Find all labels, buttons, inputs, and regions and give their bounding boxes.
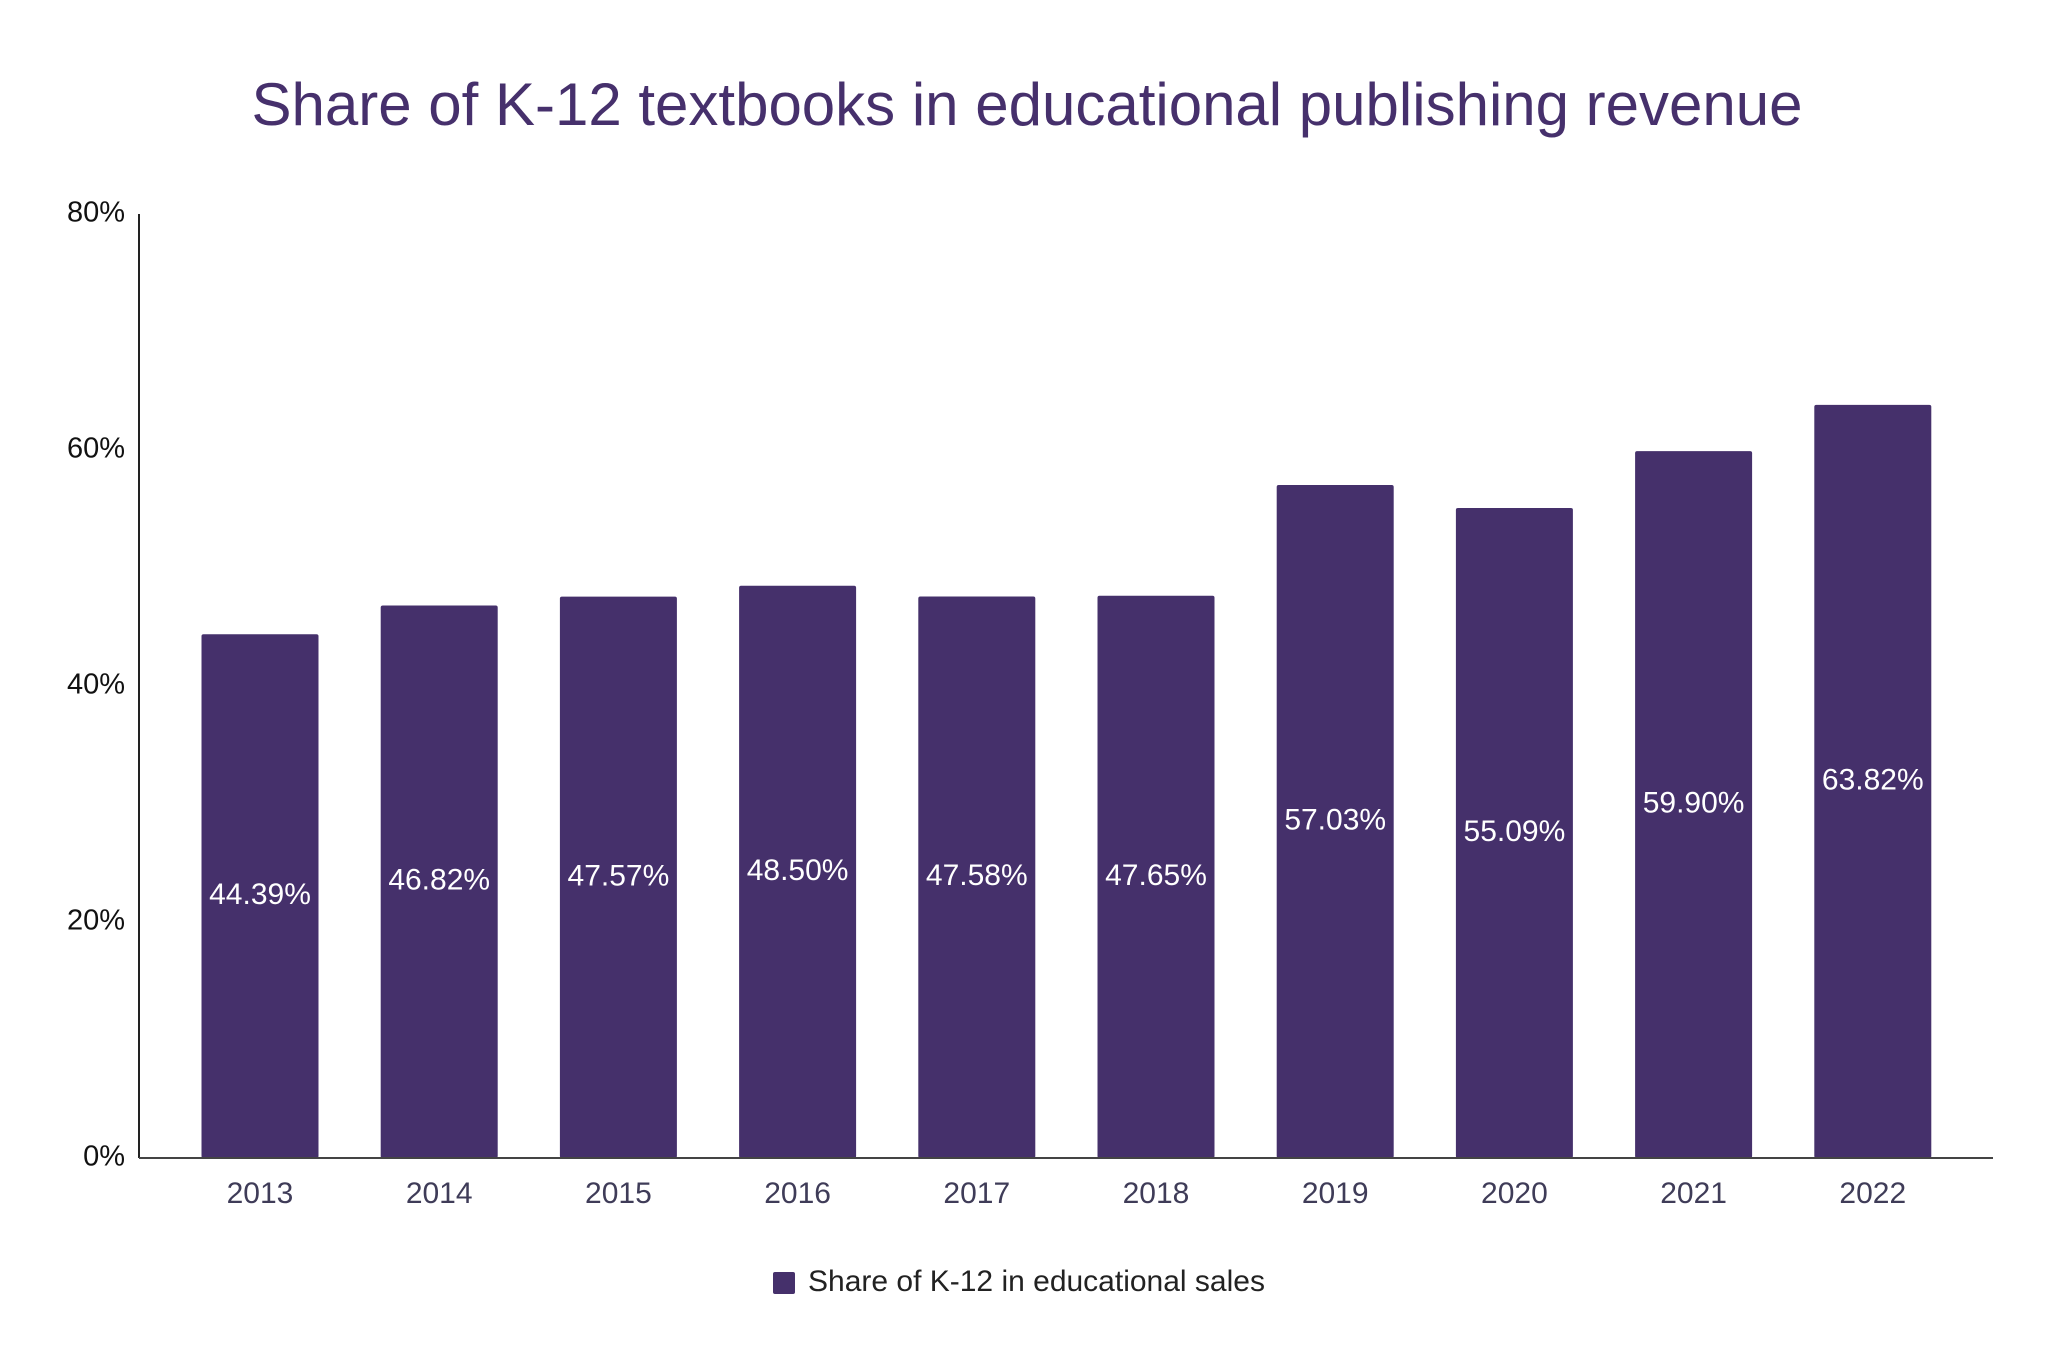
bar xyxy=(1814,404,1932,1158)
data-label: 46.82% xyxy=(388,864,490,897)
x-tick-label: 2018 xyxy=(1123,1177,1190,1210)
legend-label: Share of K-12 in educational sales xyxy=(808,1265,1265,1298)
data-label: 47.58% xyxy=(926,859,1028,892)
x-tick-label: 2017 xyxy=(943,1177,1010,1210)
data-label: 47.65% xyxy=(1105,859,1207,892)
legend-swatch xyxy=(773,1272,795,1294)
x-tick-label: 2014 xyxy=(406,1177,473,1210)
bar xyxy=(380,605,498,1158)
bar xyxy=(1097,595,1215,1158)
y-tick-label: 0% xyxy=(83,1141,125,1173)
data-label: 47.57% xyxy=(568,859,670,892)
bar xyxy=(1455,507,1573,1158)
data-label: 55.09% xyxy=(1464,815,1566,848)
data-label: 57.03% xyxy=(1284,803,1386,836)
x-tick-label: 2015 xyxy=(585,1177,652,1210)
y-tick-label: 80% xyxy=(67,197,125,229)
bar xyxy=(1635,451,1753,1158)
x-tick-label: 2013 xyxy=(227,1177,294,1210)
x-tick-label: 2019 xyxy=(1302,1177,1369,1210)
y-tick-label: 40% xyxy=(67,669,125,701)
bar xyxy=(739,585,857,1158)
bar xyxy=(1276,485,1394,1158)
x-tick-label: 2020 xyxy=(1481,1177,1548,1210)
x-tick-label: 2021 xyxy=(1660,1177,1727,1210)
y-tick-label: 60% xyxy=(67,433,125,465)
x-tick-label: 2022 xyxy=(1839,1177,1906,1210)
x-tick-label: 2016 xyxy=(764,1177,831,1210)
bar xyxy=(201,634,319,1158)
chart-title: Share of K-12 textbooks in educational p… xyxy=(251,71,1802,138)
bar xyxy=(918,596,1036,1158)
data-label: 48.50% xyxy=(747,854,849,887)
data-label: 44.39% xyxy=(209,878,311,911)
data-label: 59.90% xyxy=(1643,787,1745,820)
bar xyxy=(559,596,677,1158)
data-label: 63.82% xyxy=(1822,763,1924,796)
y-tick-label: 20% xyxy=(67,905,125,937)
